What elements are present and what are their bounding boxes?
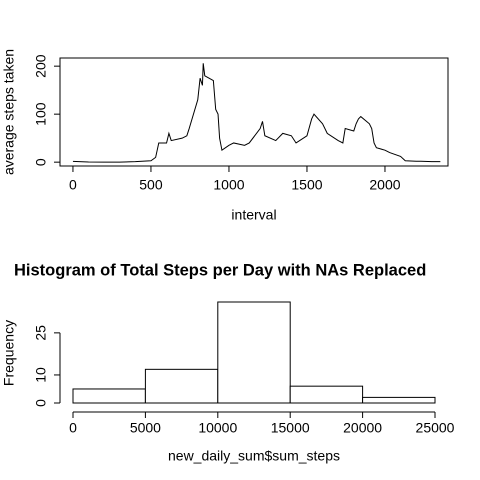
histogram-bar <box>144 368 219 404</box>
y-tick-label: 0 <box>33 158 49 166</box>
data-line <box>72 63 441 163</box>
x-tick-label: 0 <box>69 420 77 436</box>
x-axis-label: new_daily_sum$sum_steps <box>168 448 340 464</box>
histogram-bar <box>217 301 291 404</box>
x-tick-label: 5000 <box>130 420 161 436</box>
x-tick-label: 1000 <box>213 177 244 193</box>
y-tick-label: 100 <box>33 102 49 126</box>
x-tick-label: 2000 <box>369 177 400 193</box>
x-tick-label: 1500 <box>291 177 322 193</box>
y-axis-label: Frequency <box>1 320 17 386</box>
x-tick-label: 500 <box>139 177 163 193</box>
x-tick-label: 10000 <box>198 420 237 436</box>
y-tick-label: 200 <box>33 54 49 78</box>
plot-frame <box>59 57 449 167</box>
x-tick-label: 25000 <box>416 420 455 436</box>
y-tick-label: 10 <box>33 367 49 383</box>
y-tick-label: 0 <box>33 399 49 407</box>
x-axis-label: interval <box>231 207 276 223</box>
histogram-bar <box>72 388 146 404</box>
histogram-bar <box>289 385 364 404</box>
x-tick-label: 15000 <box>271 420 310 436</box>
x-tick-label: 0 <box>69 177 77 193</box>
x-tick-label: 20000 <box>343 420 382 436</box>
histogram-bar <box>362 396 436 404</box>
chart-title: Histogram of Total Steps per Day with NA… <box>14 261 426 279</box>
y-axis-label: average steps taken <box>1 49 17 175</box>
y-tick-label: 25 <box>33 325 49 341</box>
